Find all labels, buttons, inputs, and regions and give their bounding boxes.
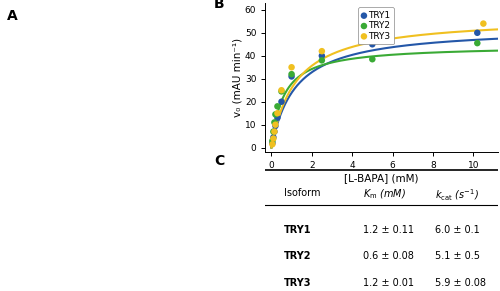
TRY2 [274, 104, 281, 109]
TRY2 [270, 120, 278, 125]
TRY3 [272, 123, 280, 127]
TRY2 [268, 139, 276, 143]
TRY1 [318, 54, 326, 58]
TRY1 [270, 129, 278, 134]
TRY1 [368, 42, 376, 47]
Text: 0.6 ± 0.08: 0.6 ± 0.08 [363, 251, 414, 261]
TRY2 [368, 57, 376, 61]
TRY1 [274, 116, 281, 120]
Text: TRY1: TRY1 [284, 225, 312, 235]
TRY2 [288, 72, 296, 77]
TRY2 [272, 112, 280, 117]
TRY1 [288, 74, 296, 79]
TRY3 [368, 31, 376, 35]
Text: C: C [214, 154, 224, 168]
Text: 1.2 ± 0.11: 1.2 ± 0.11 [363, 225, 414, 235]
Text: TRY3: TRY3 [284, 278, 312, 288]
TRY1 [278, 100, 285, 104]
TRY2 [278, 89, 285, 94]
TRY1 [268, 141, 276, 146]
TRY3 [278, 88, 285, 93]
Text: 5.9 ± 0.08: 5.9 ± 0.08 [435, 278, 486, 288]
Text: $k_\mathrm{cat}$ (s$^{-1}$): $k_\mathrm{cat}$ (s$^{-1}$) [435, 188, 478, 203]
TRY2 [318, 58, 326, 63]
TRY3 [268, 142, 276, 147]
Text: 6.0 ± 0.1: 6.0 ± 0.1 [435, 225, 480, 235]
TRY3 [274, 111, 281, 116]
TRY3 [318, 49, 326, 54]
Text: 1.2 ± 0.01: 1.2 ± 0.01 [363, 278, 414, 288]
Text: TRY2: TRY2 [284, 251, 312, 261]
TRY1 [272, 124, 280, 128]
Text: 5.1 ± 0.5: 5.1 ± 0.5 [435, 251, 480, 261]
Text: B: B [214, 0, 225, 11]
TRY3 [270, 129, 278, 134]
TRY2 [474, 41, 482, 45]
Y-axis label: v₀ (mAU min⁻¹): v₀ (mAU min⁻¹) [232, 38, 242, 117]
X-axis label: [L-BAPA] (mM): [L-BAPA] (mM) [344, 173, 418, 183]
Legend: TRY1, TRY2, TRY3: TRY1, TRY2, TRY3 [358, 8, 394, 44]
TRY3 [480, 21, 488, 26]
Text: Isoform: Isoform [284, 188, 321, 198]
TRY3 [288, 65, 296, 70]
TRY1 [270, 135, 278, 140]
TRY3 [270, 136, 278, 141]
Text: $K_\mathrm{m}$ (mM): $K_\mathrm{m}$ (mM) [363, 188, 406, 201]
Text: A: A [8, 9, 18, 23]
TRY1 [474, 31, 482, 35]
TRY2 [270, 129, 278, 134]
